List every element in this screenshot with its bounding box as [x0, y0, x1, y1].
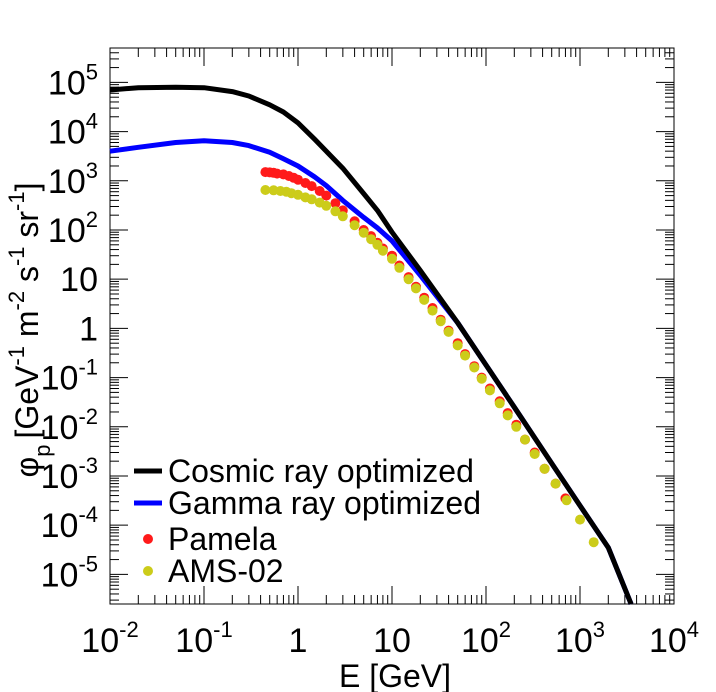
x-tick-label: 10-2 — [81, 617, 138, 660]
y-axis-unit-2: m — [9, 310, 45, 346]
y-axis-unit-3: s — [9, 266, 45, 291]
minor-ticks — [110, 47, 674, 604]
x-tick-label: 104 — [649, 617, 699, 660]
y-tick-label: 104 — [48, 109, 98, 152]
legend-label-cosmic: Cosmic ray optimized — [168, 453, 474, 489]
data-point-ams-02 — [460, 350, 471, 361]
legend-label-pamela: Pamela — [168, 521, 277, 557]
y-axis-unit-1: [GeV — [9, 365, 45, 439]
data-point-ams-02 — [306, 194, 317, 205]
data-point-ams-02 — [494, 398, 505, 409]
data-point-ams-02 — [387, 253, 397, 264]
x-tick-labels: 10-2 10-1 1 10 102 103 104 — [81, 617, 699, 660]
data-point-ams-02 — [349, 220, 360, 231]
data-point-ams-02 — [427, 305, 438, 316]
data-point-pamela — [330, 198, 341, 209]
data-point-ams-02 — [330, 206, 341, 217]
y-axis-unit-5: ] — [9, 182, 45, 191]
data-point-ams-02 — [411, 283, 421, 294]
y-axis-unit-4: sr — [9, 211, 45, 247]
data-point-ams-02 — [529, 449, 540, 459]
y-axis-exp-3: -1 — [4, 246, 29, 266]
data-point-ams-02 — [484, 385, 495, 396]
legend-label-ams02: AMS-02 — [168, 553, 284, 589]
y-tick-label: 10 — [60, 261, 98, 299]
data-point-ams-02 — [550, 478, 561, 489]
data-point-ams-02 — [452, 340, 463, 351]
data-point-ams-02 — [520, 434, 530, 445]
x-tick-label: 10 — [373, 622, 411, 660]
data-point-ams-02 — [394, 262, 405, 273]
y-tick-label: 10-2 — [41, 404, 98, 447]
data-point-ams-02 — [575, 514, 585, 525]
y-tick-label: 10-1 — [41, 355, 98, 398]
data-point-ams-02 — [469, 362, 480, 373]
major-ticks — [109, 48, 675, 604]
data-point-ams-02 — [511, 421, 522, 432]
y-tick-labels: 10-5 10-4 10-3 10-2 10-1 1 10 102 103 104 105 — [41, 59, 98, 594]
data-point-ams-02 — [337, 211, 348, 222]
data-point-ams-02 — [476, 373, 487, 384]
y-axis-symbol: φ — [9, 457, 45, 478]
legend-marker-ams02 — [143, 566, 153, 576]
y-axis-exp-2: -2 — [4, 291, 29, 311]
data-point-pamela — [321, 190, 332, 201]
series-line-cosmic-ray-optimized — [109, 84, 634, 605]
y-axis-subscript: p — [30, 445, 55, 457]
y-tick-label: 105 — [48, 59, 98, 102]
data-point-ams-02 — [435, 316, 446, 327]
y-tick-label: 10-4 — [41, 502, 98, 545]
data-point-ams-02 — [260, 185, 271, 195]
data-point-ams-02 — [377, 245, 388, 256]
data-point-pamela — [306, 181, 317, 192]
data-point-ams-02 — [403, 274, 414, 285]
data-point-ams-02 — [502, 410, 513, 421]
data-point-ams-02 — [539, 463, 550, 474]
series-layer — [109, 84, 634, 605]
x-tick-label: 102 — [461, 617, 511, 660]
data-point-ams-02 — [358, 227, 369, 238]
data-point-ams-02 — [443, 326, 454, 337]
y-tick-label: 103 — [48, 158, 98, 201]
y-tick-label: 102 — [48, 207, 98, 250]
x-tick-label: 103 — [555, 617, 605, 660]
y-axis-exp-1: -1 — [4, 346, 29, 366]
data-point-ams-02 — [588, 537, 599, 548]
x-tick-label: 1 — [289, 622, 308, 660]
y-tick-label: 10-5 — [41, 551, 98, 594]
legend: Cosmic ray optimized Gamma ray optimized… — [134, 453, 481, 589]
y-axis-exp-4: -1 — [4, 191, 29, 211]
y-axis-title: φp[GeV-1 m-2 s-1 sr-1] — [4, 182, 55, 477]
y-tick-label: 10-3 — [41, 453, 98, 496]
x-axis-title: E [GeV] — [339, 658, 451, 692]
data-point-ams-02 — [561, 495, 572, 506]
y-tick-label: 1 — [79, 310, 98, 348]
data-point-ams-02 — [321, 200, 332, 211]
legend-marker-pamela — [143, 534, 153, 544]
legend-label-gamma: Gamma ray optimized — [168, 485, 481, 521]
x-tick-label: 10-1 — [175, 617, 232, 660]
data-point-ams-02 — [419, 294, 430, 305]
